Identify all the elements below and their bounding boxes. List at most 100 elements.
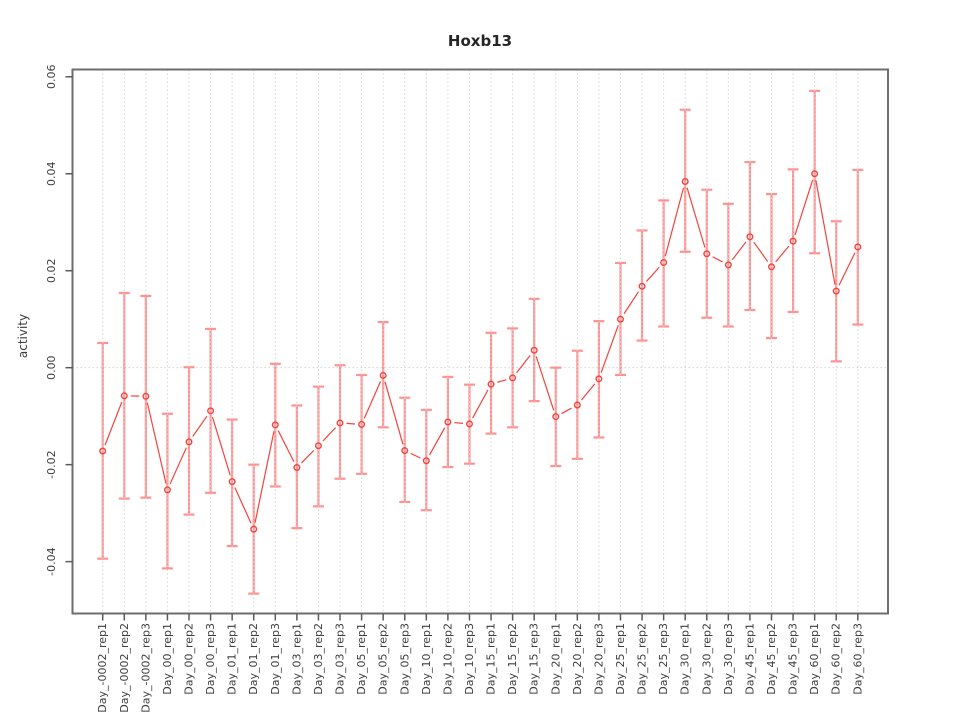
series-segment <box>211 416 231 476</box>
point-marker <box>768 263 776 271</box>
y-tick-label: 0.02 <box>45 258 58 283</box>
x-tick-label: Day_01_rep1 <box>226 623 239 695</box>
x-tick-label: Day_30_rep1 <box>679 623 692 695</box>
point-marker <box>487 380 495 388</box>
x-tick-label: Day_60_rep2 <box>830 623 843 695</box>
point-marker <box>465 420 473 428</box>
point-marker <box>271 421 279 429</box>
x-tick-label: Day_03_rep3 <box>334 623 347 695</box>
point-marker <box>422 457 430 465</box>
series-segment <box>234 487 252 524</box>
x-tick-label: Day_00_rep1 <box>161 623 174 695</box>
series-segment <box>322 427 336 442</box>
series-segment <box>497 379 507 383</box>
series-segment <box>561 407 572 415</box>
point-marker <box>681 177 689 185</box>
series-segment <box>363 381 382 419</box>
series-segment <box>384 381 404 445</box>
x-tick-label: Day_03_rep1 <box>290 623 303 695</box>
point-marker <box>746 233 754 241</box>
x-tick-label: Day_03_rep2 <box>312 623 325 695</box>
point-marker <box>595 375 603 383</box>
x-tick-label: Day_20_rep2 <box>571 623 584 695</box>
y-tick-label: -0.02 <box>45 450 58 478</box>
series-segment <box>686 187 706 248</box>
x-tick-label: Day_-0002_rep3 <box>139 623 152 713</box>
series-segment <box>815 180 836 285</box>
x-tick-label: Day_45_rep2 <box>765 623 778 695</box>
point-marker <box>293 464 301 472</box>
x-tick-label: Day_30_rep2 <box>700 623 713 695</box>
x-tick-label: Day_00_rep3 <box>204 623 217 695</box>
y-axis-label: activity <box>16 314 30 358</box>
point-marker <box>811 170 819 178</box>
point-marker <box>207 407 215 415</box>
y-tick-label: -0.04 <box>45 547 58 575</box>
point-marker <box>573 401 581 409</box>
series-segment <box>731 241 747 261</box>
series-segment <box>664 187 685 257</box>
series-segment <box>535 356 555 411</box>
series-segment <box>277 430 295 463</box>
x-tick-label: Day_15_rep1 <box>485 623 498 695</box>
point-marker <box>724 261 732 269</box>
series-segment <box>838 252 856 286</box>
point-marker <box>638 282 646 290</box>
series-segment <box>600 325 619 373</box>
x-tick-label: Day_45_rep3 <box>787 623 800 695</box>
x-tick-label: Day_15_rep3 <box>528 623 541 695</box>
x-tick-label: Day_10_rep1 <box>420 623 433 695</box>
series-segment <box>428 427 446 456</box>
point-marker <box>163 486 171 494</box>
series-segment <box>301 449 315 464</box>
series-segment <box>192 415 208 437</box>
point-marker <box>99 447 107 455</box>
point-marker <box>250 525 258 533</box>
plot-border <box>71 68 889 615</box>
x-tick-label: Day_05_rep2 <box>377 623 390 695</box>
point-marker <box>358 420 366 428</box>
point-marker <box>336 419 344 427</box>
x-tick-label: Day_-0002_rep2 <box>118 623 131 713</box>
point-marker <box>314 442 322 450</box>
chart-generated-layer: -0.04 -0.02 0.00 0.02 0.04 0.06 Day_-0002_rep1… <box>45 65 889 713</box>
x-tick-label: Day_00_rep2 <box>183 623 196 695</box>
series-segment <box>623 291 639 315</box>
point-marker <box>142 392 150 400</box>
x-tick-label: Day_25_rep3 <box>657 623 670 695</box>
point-marker <box>379 371 387 379</box>
x-tick-label: Day_60_rep1 <box>808 623 821 695</box>
point-marker <box>660 258 668 266</box>
x-tick-label: Day_-0002_rep1 <box>96 623 109 713</box>
y-tick-label: 0.04 <box>45 161 58 186</box>
x-tick-label: Day_25_rep1 <box>614 623 627 695</box>
series-segment <box>146 402 167 484</box>
series-segment <box>516 354 531 374</box>
point-marker <box>185 438 193 446</box>
series-segment <box>104 401 123 446</box>
x-tick-label: Day_45_rep1 <box>743 623 756 695</box>
series-segment <box>645 266 660 282</box>
chart-title: Hoxb13 <box>448 32 512 50</box>
x-tick-label: Day_25_rep2 <box>636 623 649 695</box>
series-segment <box>753 241 769 262</box>
point-marker <box>120 392 128 400</box>
series-segment <box>472 389 489 419</box>
x-tick-label: Day_10_rep3 <box>463 623 476 695</box>
y-tick-label: 0.06 <box>45 65 58 90</box>
x-tick-label: Day_05_rep1 <box>355 623 368 695</box>
point-marker <box>854 243 862 251</box>
x-tick-label: Day_30_rep3 <box>722 623 735 695</box>
x-tick-label: Day_05_rep3 <box>398 623 411 695</box>
point-marker <box>530 346 538 354</box>
x-tick-label: Day_20_rep1 <box>549 623 562 695</box>
point-marker <box>616 315 624 323</box>
x-tick-label: Day_10_rep2 <box>441 623 454 695</box>
x-tick-label: Day_01_rep3 <box>269 623 282 695</box>
point-marker <box>228 478 236 486</box>
point-marker <box>444 418 452 426</box>
series-segment <box>169 447 187 485</box>
x-tick-label: Day_20_rep3 <box>592 623 605 695</box>
